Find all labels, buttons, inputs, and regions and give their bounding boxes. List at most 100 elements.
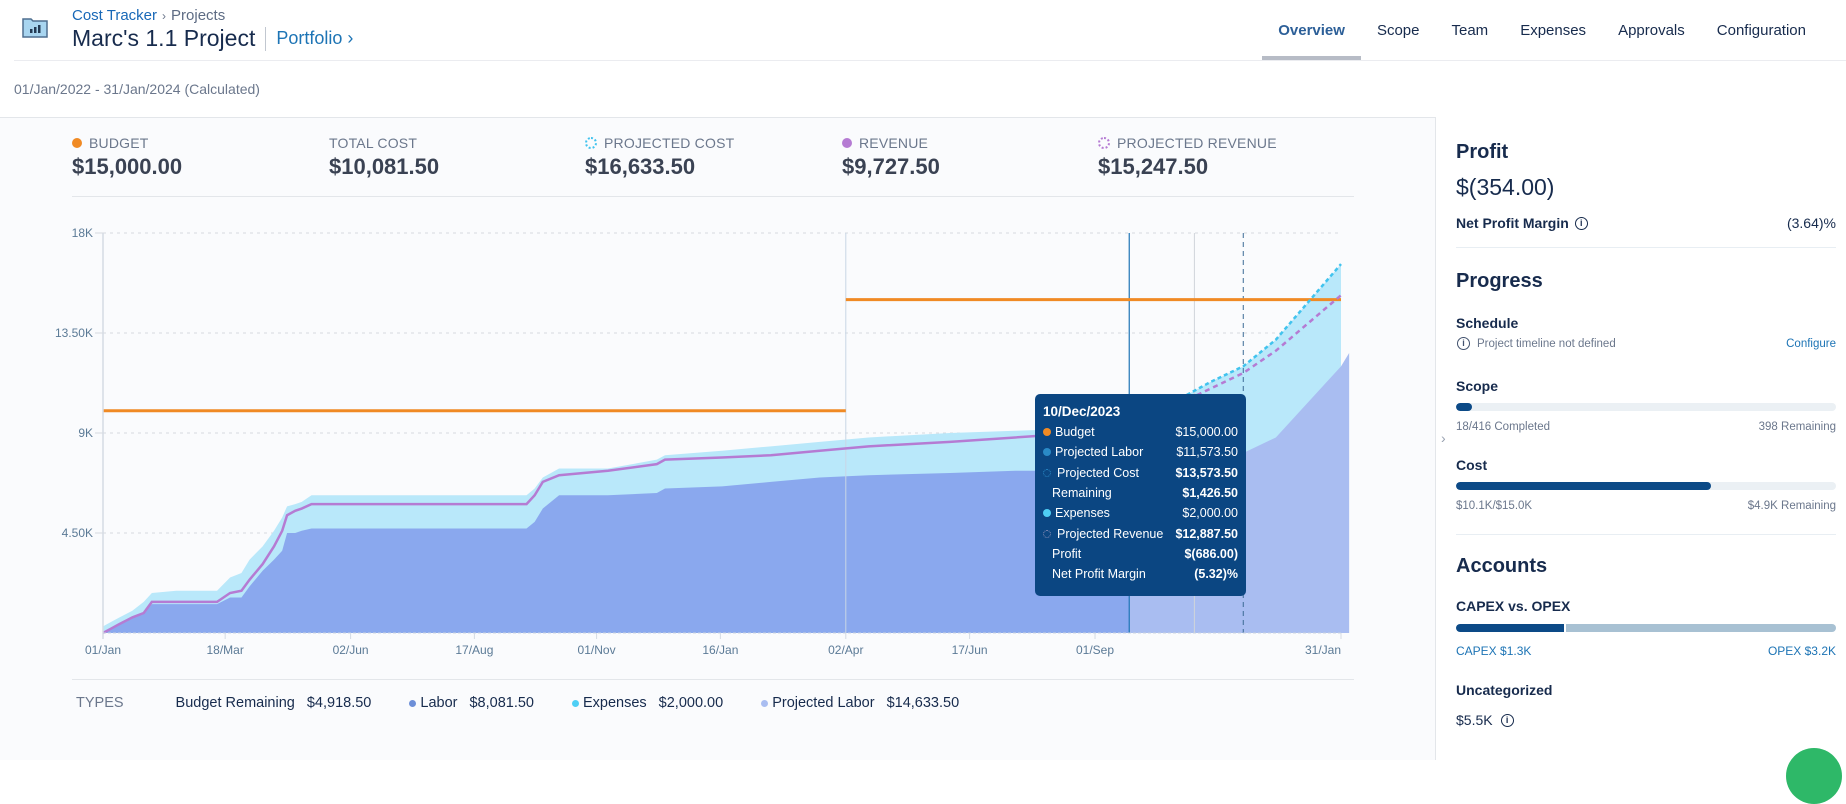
ring-marker-icon xyxy=(1043,468,1051,477)
y-tick-label: 18K xyxy=(72,226,93,240)
sidebar-divider xyxy=(1456,534,1836,535)
legend-name: Expenses xyxy=(582,695,647,711)
tooltip-row-label: Projected Revenue xyxy=(1057,526,1164,541)
tooltip-row-label: Remaining xyxy=(1052,486,1112,501)
budget-dot-icon xyxy=(72,138,82,148)
tooltip-row: Projected Cost $13,573.50 xyxy=(1043,463,1238,483)
schedule-note-text: Project timeline not defined xyxy=(1477,337,1616,350)
tooltip-row: Net Profit Margin (5.32)% xyxy=(1043,564,1238,584)
y-tick-label: 13.50K xyxy=(55,326,93,340)
kpi-row: BUDGET $15,000.00 TOTAL COST $10,081.50 … xyxy=(72,135,1354,197)
x-tick-label: 31/Jan xyxy=(1305,643,1341,657)
x-tick-label: 02/Apr xyxy=(828,643,863,657)
projected-revenue-ring-icon xyxy=(1098,137,1110,149)
kpi-projected-revenue: PROJECTED REVENUE $15,247.50 xyxy=(1098,135,1277,180)
configure-link[interactable]: Configure xyxy=(1786,337,1836,350)
tooltip-row: Budget $15,000.00 xyxy=(1043,422,1238,442)
tooltip-row: Expenses $2,000.00 xyxy=(1043,503,1238,523)
x-tick-label: 16/Jan xyxy=(702,643,738,657)
tab-expenses[interactable]: Expenses xyxy=(1520,21,1587,39)
legend-budget-remaining[interactable]: Budget Remaining $4,918.50 xyxy=(176,695,372,711)
uncategorized-value: $5.5K xyxy=(1456,712,1493,728)
tooltip-row-name: Net Profit Margin xyxy=(1043,567,1146,581)
projected-cost-ring-icon xyxy=(585,137,597,149)
tab-configuration[interactable]: Configuration xyxy=(1716,21,1806,39)
sidebar-collapse-chevron-icon[interactable]: › xyxy=(1441,430,1446,446)
chart-tooltip: 10/Dec/2023 Budget $15,000.00 Projected La… xyxy=(1035,394,1246,596)
kpi-label: PROJECTED REVENUE xyxy=(1117,135,1277,151)
dot-marker-icon xyxy=(1043,448,1051,457)
kpi-label: TOTAL COST xyxy=(329,135,418,151)
scope-progress-fill xyxy=(1456,403,1473,411)
accounts-title: Accounts xyxy=(1456,555,1548,577)
kpi-divider xyxy=(72,196,1354,197)
revenue-dot-icon xyxy=(842,138,852,148)
breadcrumb-projects[interactable]: Projects xyxy=(171,7,226,24)
scope-progress-bar xyxy=(1456,403,1836,411)
tooltip-row-name: Budget xyxy=(1043,425,1095,439)
dot-marker-icon xyxy=(1043,509,1051,518)
tooltip-row-label: Net Profit Margin xyxy=(1052,567,1146,582)
kpi-value: $16,633.50 xyxy=(585,154,696,179)
tooltip-row-value: $(686.00) xyxy=(1184,546,1238,561)
legend-value: $8,081.50 xyxy=(469,695,534,711)
date-range: 01/Jan/2022 - 31/Jan/2024 (Calculated) xyxy=(14,81,260,97)
cost-progress-fill xyxy=(1456,482,1712,490)
legend-value: $14,633.50 xyxy=(886,695,960,711)
tooltip-row-name: Expenses xyxy=(1043,506,1110,520)
kpi-label: BUDGET xyxy=(89,135,149,151)
folder-chart-icon xyxy=(22,18,48,38)
cost-remaining: $4.9K Remaining xyxy=(1747,500,1836,512)
breadcrumb: Cost Tracker › Projects xyxy=(72,7,225,24)
portfolio-link[interactable]: Portfolio › xyxy=(276,28,354,48)
cost-label: Cost xyxy=(1456,457,1488,473)
kpi-total-cost: TOTAL COST $10,081.50 xyxy=(329,135,439,180)
tab-team[interactable]: Team xyxy=(1451,21,1489,39)
progress-title: Progress xyxy=(1456,270,1543,292)
tab-overview[interactable]: Overview xyxy=(1262,0,1361,60)
tab-approvals[interactable]: Approvals xyxy=(1618,21,1685,39)
tooltip-row-name: Projected Cost xyxy=(1043,466,1139,480)
kpi-projected-cost: PROJECTED COST $16,633.50 xyxy=(585,135,734,180)
help-fab-button[interactable] xyxy=(1786,748,1842,804)
x-tick-label: 01/Nov xyxy=(578,643,616,657)
legend-value: $2,000.00 xyxy=(658,695,724,711)
tab-scope[interactable]: Scope xyxy=(1376,21,1420,39)
x-tick-label: 17/Jun xyxy=(952,643,988,657)
legend-labor[interactable]: Labor $8,081.50 xyxy=(409,695,534,711)
tooltip-row: Remaining $1,426.50 xyxy=(1043,483,1238,503)
legend-projected-labor[interactable]: Projected Labor $14,633.50 xyxy=(761,695,959,711)
legend-expenses[interactable]: Expenses $2,000.00 xyxy=(571,695,724,711)
legend-name: Budget Remaining xyxy=(175,695,295,711)
tab-bar: Overview Scope Team Expenses Approvals C… xyxy=(1262,0,1822,60)
info-icon[interactable]: i xyxy=(1574,216,1588,230)
labor-dot-icon xyxy=(409,699,417,707)
tooltip-row-label: Projected Cost xyxy=(1057,465,1139,480)
y-tick-label: 4.50K xyxy=(62,526,93,540)
opex-link[interactable]: OPEX $3.2K xyxy=(1767,644,1836,658)
tooltip-row-value: (5.32)% xyxy=(1194,567,1238,582)
tooltip-row-label: Profit xyxy=(1052,546,1082,561)
tooltip-row-label: Budget xyxy=(1055,425,1095,440)
tooltip-row: Profit $(686.00) xyxy=(1043,544,1238,564)
projected-labor-dot-icon xyxy=(761,699,769,707)
header-divider xyxy=(14,60,1846,61)
title-divider xyxy=(265,26,267,51)
x-tick-label: 18/Mar xyxy=(206,643,243,657)
types-legend: TYPES Budget Remaining $4,918.50 Labor $8,… xyxy=(76,695,997,711)
legend-divider xyxy=(72,679,1354,680)
schedule-label: Schedule xyxy=(1456,315,1519,331)
capex-link[interactable]: CAPEX $1.3K xyxy=(1456,644,1532,658)
schedule-note: i Project timeline not defined xyxy=(1456,337,1616,350)
kpi-budget: BUDGET $15,000.00 xyxy=(72,135,182,180)
uncategorized-value-row: $5.5K i xyxy=(1456,712,1836,728)
chevron-right-icon: › xyxy=(162,9,167,23)
npm-label-text: Net Profit Margin xyxy=(1456,215,1569,231)
projected-cost-line xyxy=(1128,263,1342,425)
labor-area xyxy=(103,470,1130,633)
scope-remaining: 398 Remaining xyxy=(1758,421,1836,433)
header: Cost Tracker › Projects Marc's 1.1 Project… xyxy=(0,0,1846,60)
breadcrumb-cost-tracker[interactable]: Cost Tracker xyxy=(72,7,158,24)
tooltip-row-name: Remaining xyxy=(1043,486,1112,500)
info-icon[interactable]: i xyxy=(1500,713,1514,727)
